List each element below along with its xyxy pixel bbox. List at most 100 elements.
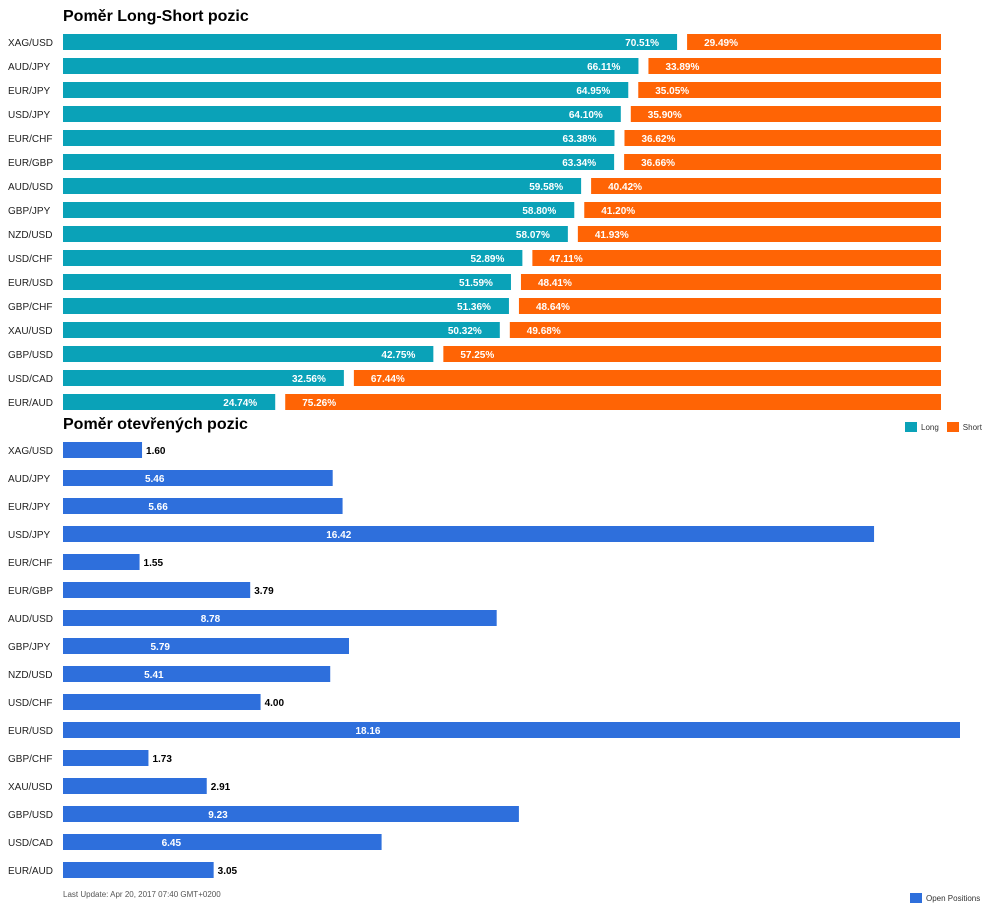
long-value-label: 64.95% [576, 86, 610, 97]
legend-label-long: Long [921, 422, 939, 432]
long-value-label: 42.75% [381, 350, 415, 361]
open-positions-bar [63, 638, 349, 654]
category-label: XAU/USD [8, 326, 52, 337]
short-bar [584, 202, 941, 218]
long-value-label: 66.11% [587, 62, 620, 73]
category-label: AUD/JPY [8, 474, 51, 485]
legend-swatch-short [946, 422, 959, 432]
legend-label-short: Short [962, 422, 982, 432]
category-label: EUR/CHF [8, 558, 52, 569]
chart-title-long-short: Poměr Long-Short pozic [63, 8, 249, 25]
open-positions-bar [63, 526, 875, 542]
open-positions-bar [63, 694, 261, 710]
long-bar [63, 394, 276, 410]
short-value-label: 36.62% [641, 134, 675, 145]
short-bar [687, 34, 941, 50]
open-positions-bar [63, 750, 149, 766]
long-value-label: 58.07% [516, 230, 550, 241]
open-positions-value-label: 3.05 [218, 866, 238, 877]
long-value-label: 51.59% [459, 278, 493, 289]
category-label: EUR/GBP [8, 158, 53, 169]
open-positions-value-label: 1.55 [144, 558, 164, 569]
long-bar [63, 154, 615, 170]
long-bar [63, 298, 509, 314]
open-positions-bar [63, 862, 214, 878]
open-positions-bar [63, 554, 140, 570]
long-bar [63, 202, 575, 218]
short-bar [518, 298, 941, 314]
category-label: AUD/USD [8, 614, 53, 625]
long-bar [63, 106, 621, 122]
category-label: USD/CAD [8, 838, 53, 849]
open-positions-value-label: 18.16 [355, 726, 380, 737]
long-bar [63, 370, 344, 386]
category-label: USD/JPY [8, 110, 51, 121]
long-value-label: 51.36% [457, 302, 491, 313]
short-value-label: 29.49% [704, 38, 738, 49]
long-value-label: 70.51% [625, 38, 659, 49]
category-label: EUR/GBP [8, 586, 53, 597]
long-bar [63, 178, 582, 194]
short-bar [520, 274, 941, 290]
short-bar [285, 394, 942, 410]
category-label: GBP/USD [8, 350, 53, 361]
short-bar [353, 370, 941, 386]
category-label: USD/JPY [8, 530, 51, 541]
category-label: XAU/USD [8, 782, 52, 793]
short-bar [624, 154, 941, 170]
last-update-text: Last Update: Apr 20, 2017 07:40 GMT+0200 [63, 890, 221, 899]
long-bar [63, 322, 500, 338]
long-value-label: 64.10% [569, 110, 603, 121]
open-positions-value-label: 3.79 [254, 586, 274, 597]
open-positions-value-label: 5.66 [148, 502, 168, 513]
category-label: USD/CHF [8, 698, 52, 709]
open-positions-value-label: 16.42 [326, 530, 351, 541]
short-value-label: 35.05% [655, 86, 689, 97]
short-value-label: 47.11% [549, 254, 582, 265]
short-bar [624, 130, 941, 146]
long-value-label: 59.58% [529, 182, 563, 193]
open-positions-value-label: 1.73 [152, 754, 172, 765]
open-positions-bar [63, 806, 519, 822]
short-value-label: 36.66% [641, 158, 675, 169]
short-value-label: 35.90% [648, 110, 682, 121]
short-value-label: 49.68% [527, 326, 561, 337]
long-bar [63, 130, 615, 146]
open-positions-bar [63, 722, 960, 738]
category-label: EUR/JPY [8, 502, 51, 513]
short-value-label: 75.26% [302, 398, 336, 409]
short-bar [591, 178, 941, 194]
category-label: AUD/JPY [8, 62, 51, 73]
legend-swatch-open [910, 893, 922, 903]
long-value-label: 63.34% [562, 158, 596, 169]
category-label: AUD/USD [8, 182, 53, 193]
legend-long-short: Long Short [905, 422, 982, 432]
category-label: USD/CHF [8, 254, 52, 265]
category-label: GBP/USD [8, 810, 53, 821]
long-bar [63, 34, 678, 50]
long-bar [63, 226, 568, 242]
legend-swatch-long [905, 422, 917, 432]
long-value-label: 52.89% [470, 254, 504, 265]
category-label: GBP/CHF [8, 302, 52, 313]
open-positions-value-label: 8.78 [201, 614, 221, 625]
open-positions-value-label: 5.41 [144, 670, 164, 681]
category-label: USD/CAD [8, 374, 53, 385]
short-value-label: 41.20% [601, 206, 635, 217]
long-value-label: 63.38% [563, 134, 597, 145]
short-value-label: 40.42% [608, 182, 642, 193]
long-value-label: 50.32% [448, 326, 482, 337]
short-value-label: 48.64% [536, 302, 570, 313]
category-label: EUR/AUD [8, 398, 53, 409]
open-positions-bar [63, 834, 382, 850]
long-value-label: 58.80% [522, 206, 556, 217]
open-positions-value-label: 1.60 [146, 446, 166, 457]
open-positions-value-label: 5.79 [151, 642, 171, 653]
short-bar [630, 106, 941, 122]
short-bar [509, 322, 941, 338]
open-positions-bar [63, 666, 331, 682]
category-label: GBP/CHF [8, 754, 52, 765]
short-bar [443, 346, 941, 362]
short-value-label: 41.93% [595, 230, 629, 241]
open-positions-bar [63, 498, 343, 514]
